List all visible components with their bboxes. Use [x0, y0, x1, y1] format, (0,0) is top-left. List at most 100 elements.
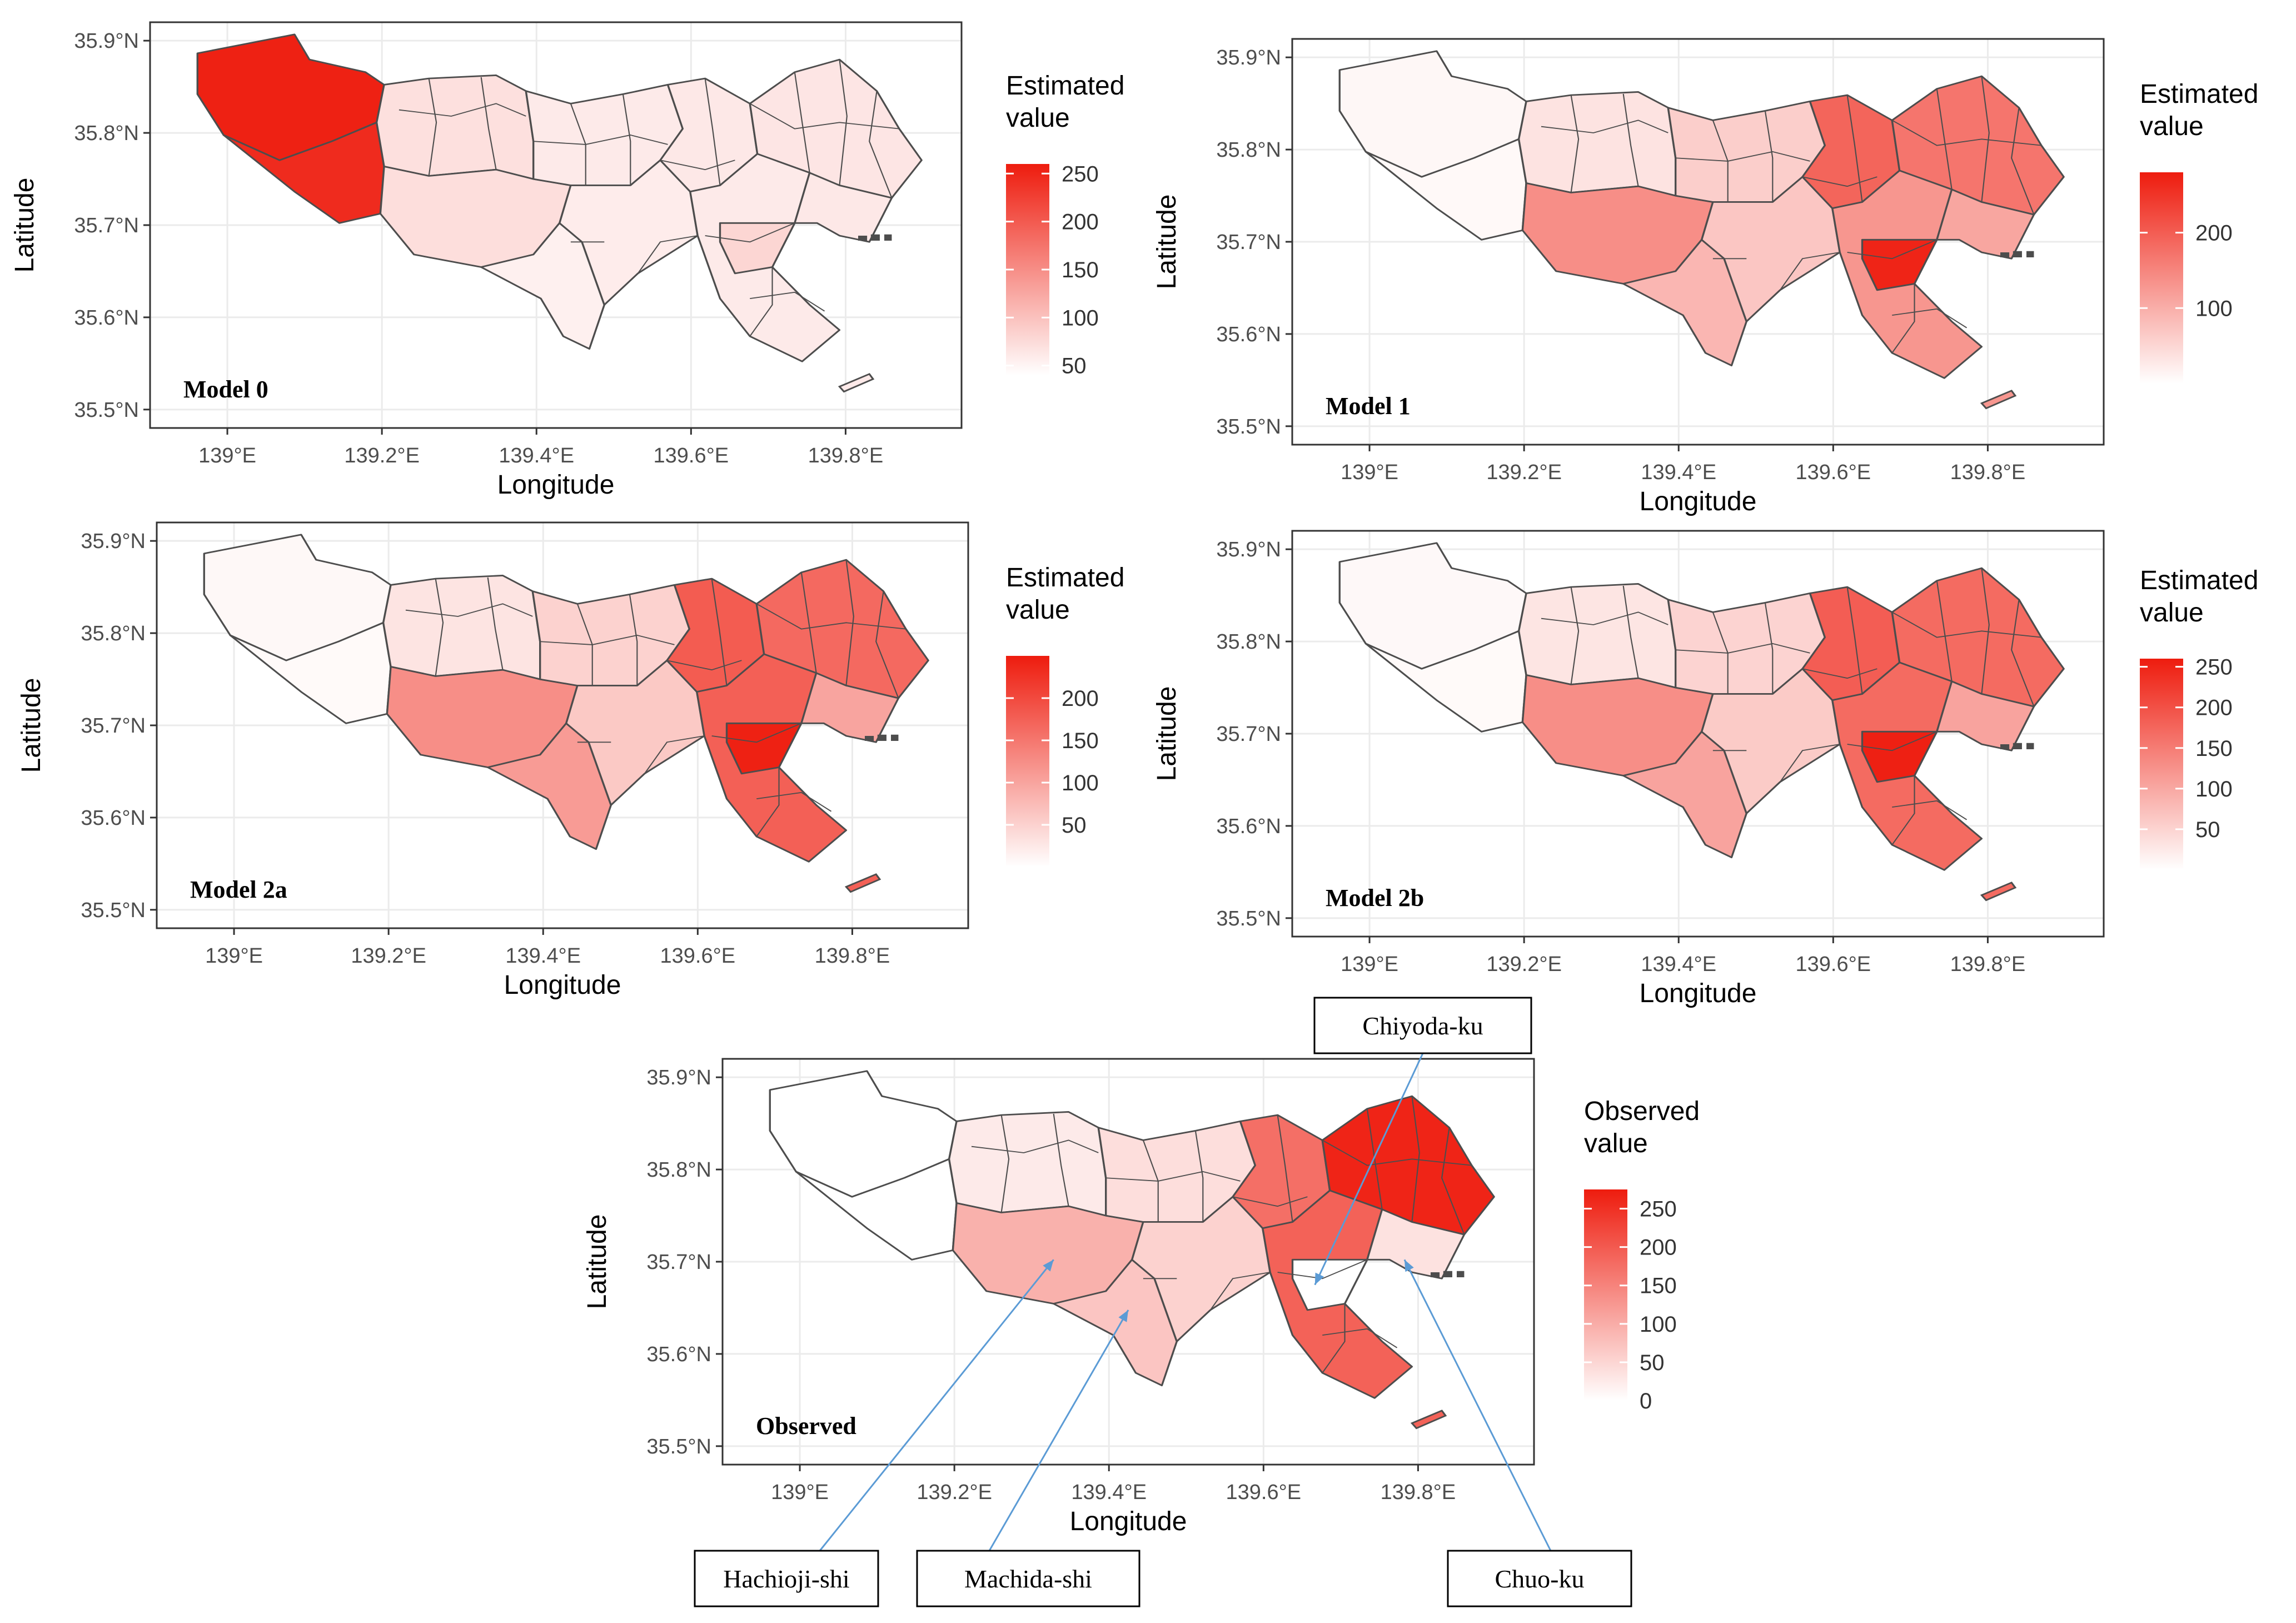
- municipal-boundary: [1764, 111, 1774, 202]
- y-axis-title: Latitude: [10, 178, 39, 273]
- model-label: Model 1: [1326, 392, 1411, 420]
- legend-tick-label: 200: [2195, 696, 2233, 720]
- legend-tick-label: 150: [2195, 736, 2233, 761]
- municipal-boundary: [800, 572, 817, 673]
- panel-model-1: Model 1 139°E 139.2°E 139.4°E 139.6°E 139.8°E…: [1152, 38, 2258, 516]
- y-tick-label: 35.9°N: [1216, 538, 1281, 561]
- y-tick-label: 35.6°N: [1216, 815, 1281, 838]
- y-tick-label: 35.7°N: [74, 214, 139, 237]
- legend-colorbar: [2140, 659, 2183, 870]
- legend-tick-label: 50: [1062, 813, 1087, 838]
- model-label: Observed: [756, 1412, 856, 1440]
- municipal-boundary: [1541, 611, 1669, 625]
- callout-chuo: Chuo-ku: [1403, 1259, 1632, 1607]
- legend-tick-label: 100: [1062, 771, 1099, 795]
- municipal-boundary: [711, 578, 728, 686]
- municipal-boundary: [480, 77, 497, 170]
- municipal-boundary: [1847, 239, 1938, 260]
- municipal-boundary: [1892, 308, 1968, 328]
- municipal-boundary: [1541, 120, 1669, 133]
- x-tick-label: 139.2°E: [344, 444, 420, 467]
- municipal-boundary: [1053, 1113, 1069, 1207]
- x-tick-label: 139.8°E: [1950, 953, 2026, 976]
- municipal-boundary: [1891, 611, 2042, 638]
- x-tick-label: 139.4°E: [1641, 953, 1716, 976]
- legend: Estimated value 250 200 150 100 50: [2140, 566, 2258, 870]
- callout-label: Chiyoda-ku: [1362, 1012, 1483, 1040]
- legend-tick-label: 200: [1062, 686, 1099, 711]
- region-chuo: [1936, 188, 2035, 260]
- y-tick-label: 35.8°N: [81, 622, 146, 645]
- municipal-boundary: [749, 103, 900, 130]
- legend-tick-label: 150: [1640, 1274, 1677, 1298]
- municipal-boundary: [1322, 1139, 1472, 1166]
- y-tick-label: 35.5°N: [646, 1435, 711, 1458]
- municipal-boundary: [1105, 1171, 1241, 1182]
- municipal-boundary: [666, 660, 742, 671]
- x-tick-label: 139°E: [1341, 461, 1398, 484]
- municipal-boundary: [1322, 1328, 1398, 1348]
- municipal-boundary: [1712, 120, 1729, 202]
- municipal-boundary: [1209, 1272, 1271, 1311]
- y-tick-label: 35.8°N: [1216, 630, 1281, 654]
- callout-line: [1403, 1259, 1552, 1551]
- x-tick-label: 139.6°E: [660, 944, 736, 968]
- x-tick-label: 139°E: [205, 944, 263, 968]
- legend-tick-label: 100: [2195, 296, 2233, 321]
- callout-hachioji: Hachioji-shi: [694, 1259, 1054, 1607]
- region-island: [1410, 1410, 1447, 1430]
- region-chiyoda: [1861, 238, 1938, 291]
- legend-title: value: [1006, 595, 1070, 625]
- x-tick-label: 139.2°E: [351, 944, 426, 968]
- region-east-tama: [559, 159, 699, 306]
- municipal-boundary: [405, 603, 533, 617]
- region-island: [844, 873, 881, 893]
- x-tick-label: 139.2°E: [917, 1481, 992, 1504]
- region-west-tama: [948, 1111, 1107, 1217]
- legend-title: value: [2140, 598, 2204, 628]
- y-tick-label: 35.9°N: [646, 1066, 711, 1089]
- municipal-boundary: [1277, 1114, 1293, 1222]
- y-tick-label: 35.5°N: [1216, 907, 1281, 930]
- region-west-tama: [1517, 91, 1677, 197]
- municipal-boundary: [622, 94, 631, 186]
- x-tick-label: 139°E: [771, 1481, 829, 1504]
- municipal-boundary: [487, 577, 504, 670]
- legend-tick-label: 100: [1640, 1312, 1677, 1337]
- municipal-boundary: [839, 59, 848, 186]
- port-marks: [864, 734, 899, 741]
- legend-tick-label: 250: [1062, 162, 1099, 186]
- municipal-boundary: [1981, 76, 1990, 202]
- y-tick-label: 35.9°N: [74, 29, 139, 53]
- legend-title: Estimated: [1006, 71, 1124, 101]
- panel-observed: Observed 139°E 139.2°E 139.4°E 139.6°E 139.8°…: [582, 997, 1700, 1607]
- callout-label: Chuo-ku: [1495, 1565, 1585, 1593]
- y-tick-label: 35.9°N: [81, 530, 146, 553]
- municipal-boundary: [1891, 120, 2042, 146]
- tokyo-map: [1338, 50, 2065, 410]
- municipal-boundary: [1194, 1131, 1204, 1222]
- y-tick-label: 35.7°N: [646, 1251, 711, 1274]
- legend-tick-label: 0: [1640, 1389, 1652, 1413]
- y-axis-title: Latitude: [1152, 195, 1182, 290]
- municipal-boundary: [1779, 252, 1840, 291]
- municipal-boundary: [2011, 107, 2035, 215]
- region-chiyoda: [1291, 1258, 1368, 1311]
- municipal-boundary: [435, 578, 444, 676]
- callout-line: [988, 1310, 1129, 1551]
- municipal-boundary: [1366, 1108, 1383, 1209]
- y-axis-title: Latitude: [582, 1214, 612, 1310]
- y-tick-label: 35.7°N: [1216, 723, 1281, 746]
- callout-label: Hachioji-shi: [723, 1565, 849, 1593]
- x-tick-label: 139.2°E: [1486, 461, 1562, 484]
- legend-tick-label: 250: [2195, 655, 2233, 680]
- municipal-boundary: [1892, 800, 1968, 820]
- model-label: Model 0: [183, 376, 268, 403]
- legend-tick-label: 250: [1640, 1197, 1677, 1222]
- legend-tick-label: 100: [2195, 777, 2233, 801]
- municipal-boundary: [533, 135, 668, 145]
- callout-box: [1447, 1550, 1632, 1607]
- legend-tick-label: 50: [2195, 818, 2220, 842]
- panel-model-2a: Model 2a 139°E 139.2°E 139.4°E 139.6°E 139.8°…: [17, 521, 1124, 1000]
